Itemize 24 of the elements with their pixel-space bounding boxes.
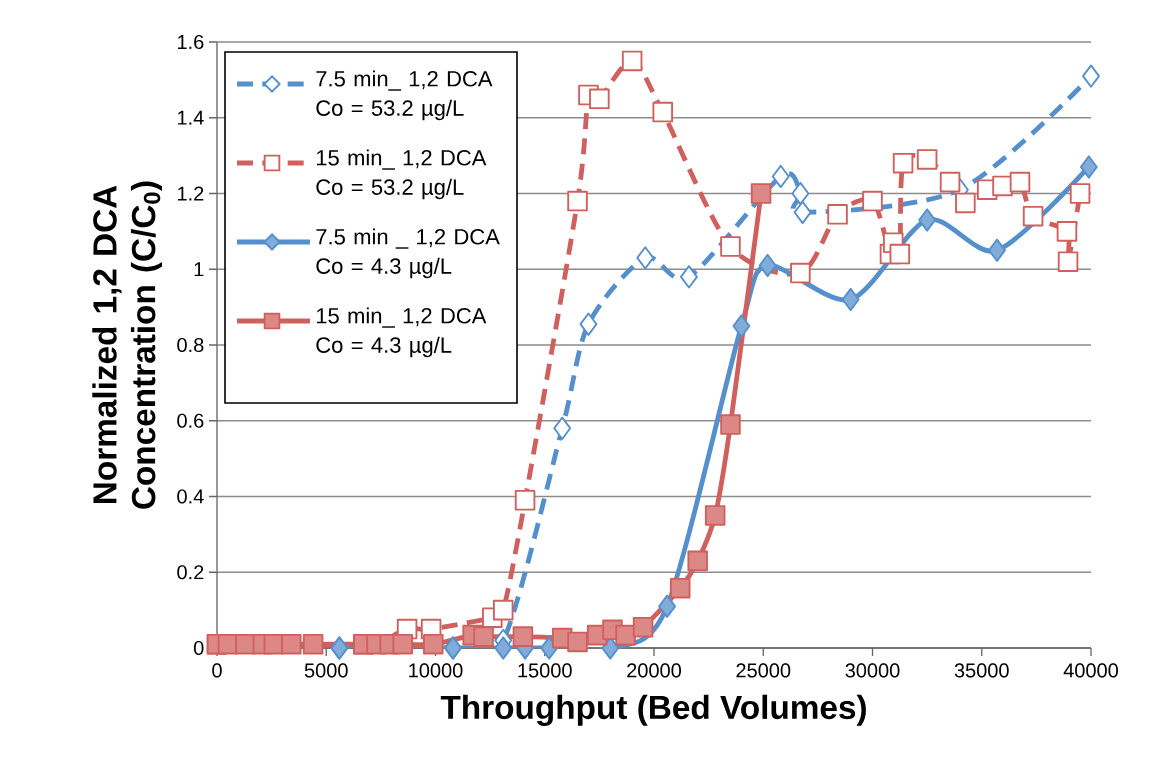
legend-label: 15 min_ 1,2 DCA Co = 4.3 µg/L bbox=[316, 307, 487, 358]
y-tick-label: 0.2 bbox=[177, 565, 204, 580]
x-tick-label: 25000 bbox=[736, 663, 791, 678]
x-tick-label: 15000 bbox=[518, 663, 572, 678]
legend-label: 7.5 min _ 1,2 DCA Co = 4.3 µg/L bbox=[316, 228, 500, 279]
y-tick-label: 0.4 bbox=[177, 489, 204, 504]
y-tick-label: 0.6 bbox=[177, 413, 204, 428]
legend-label: 7.5 min_ 1,2 DCA Co = 53.2 µg/L bbox=[316, 70, 493, 121]
x-tick-label: 20000 bbox=[627, 663, 681, 678]
x-tick-label: 35000 bbox=[954, 663, 1009, 678]
x-tick-label: 5000 bbox=[304, 663, 348, 678]
x-tick-label: 30000 bbox=[845, 663, 900, 678]
y-tick-label: 0 bbox=[193, 640, 204, 656]
x-tick-label: 40000 bbox=[1063, 663, 1118, 678]
x-tick-label: 0 bbox=[212, 663, 222, 678]
y-axis-title: Normalized 1,2 DCA Concentration (C/C$_{0}$) bbox=[92, 181, 163, 509]
x-tick-label: 10000 bbox=[409, 663, 463, 678]
y-tick-label: 1.4 bbox=[178, 110, 204, 125]
y-tick-label: 0.8 bbox=[177, 337, 204, 353]
x-axis-title: Throughput (Bed Volumes) bbox=[440, 694, 866, 726]
y-tick-label: 1.2 bbox=[178, 186, 204, 201]
y-tick-label: 1 bbox=[194, 262, 204, 277]
y-tick-label: 1.6 bbox=[178, 34, 204, 50]
legend-label: 15 min_ 1,2 DCA Co = 53.2 µg/L bbox=[316, 149, 487, 200]
